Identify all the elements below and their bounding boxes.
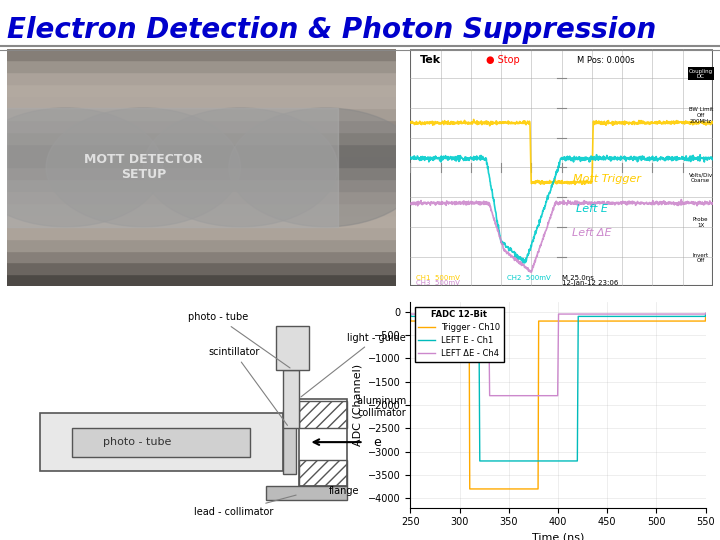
LEFT E - Ch1 [532,458,541,464]
Bar [7,262,396,274]
Text: e: e [374,436,381,449]
LEFT E - Ch1 [475,458,484,464]
LEFT E - Ch1 [457,313,466,320]
Bar [7,191,396,203]
Y-axis label: ADC (Channel): ADC (Channel) [352,364,362,446]
Bar [72,428,251,457]
Text: M 25.0ns: M 25.0ns [562,275,593,281]
Text: flange: flange [329,487,359,496]
X-axis label: Time (ns): Time (ns) [532,533,584,540]
Trigger - Ch10 [406,314,415,321]
LEFT ΔE - Ch4 [519,393,528,399]
LEFT E - Ch1 [701,312,710,318]
Text: Electron Detection & Photon Suppression: Electron Detection & Photon Suppression [7,16,657,44]
Line: LEFT E - Ch1: LEFT E - Ch1 [410,314,706,461]
Bar [7,72,396,84]
Text: Invert
Off: Invert Off [693,253,708,264]
Trigger - Ch10 [440,318,449,325]
Line: Trigger - Ch10: Trigger - Ch10 [410,318,706,489]
Text: photo - tube: photo - tube [188,312,290,368]
LEFT ΔE - Ch4 [457,311,466,318]
LEFT ΔE - Ch4 [532,393,541,399]
LEFT ΔE - Ch4 [485,393,494,399]
Bar [299,402,348,428]
Text: Volts/Div
Coarse: Volts/Div Coarse [688,172,713,183]
Legend: Trigger - Ch10, LEFT E - Ch1, LEFT ΔE - Ch4: Trigger - Ch10, LEFT E - Ch1, LEFT ΔE - … [415,307,504,362]
LEFT ΔE - Ch4 [440,311,449,318]
Text: light - guide: light - guide [301,333,406,397]
Text: CH2  500mV: CH2 500mV [507,275,551,281]
Bar [283,410,296,474]
Text: CH1  500mV: CH1 500mV [416,275,460,281]
Bar [7,179,396,191]
Bar [276,326,309,369]
Text: photo - tube: photo - tube [103,437,171,447]
Bar [7,108,396,120]
Trigger - Ch10 [664,318,672,325]
Text: Coupling
DC: Coupling DC [688,69,713,79]
Text: CH3  500mV: CH3 500mV [416,280,460,286]
Circle shape [46,108,240,227]
Bar [299,399,348,485]
Circle shape [0,108,163,227]
Bar [7,60,396,72]
Bar [7,274,396,286]
LEFT ΔE - Ch4 [406,309,415,316]
Text: ● Stop: ● Stop [486,56,520,65]
Trigger - Ch10 [519,485,528,492]
Text: MOTT DETECTOR
SETUP: MOTT DETECTOR SETUP [84,153,202,181]
Bar [7,251,396,262]
Trigger - Ch10 [532,485,541,492]
Bar [7,49,396,60]
Text: aluminum -
collimator: aluminum - collimator [357,396,413,418]
Text: Tek: Tek [420,56,441,65]
Text: Mott Trigger: Mott Trigger [573,174,641,184]
Circle shape [143,108,338,227]
Text: Probe
1X: Probe 1X [693,217,708,228]
LEFT ΔE - Ch4 [701,310,710,316]
Text: M Pos: 0.000s: M Pos: 0.000s [577,57,634,65]
Bar [7,96,396,108]
Trigger - Ch10 [701,314,710,321]
LEFT E - Ch1 [440,313,449,320]
Bar [40,413,283,471]
Bar [7,120,396,132]
LEFT ΔE - Ch4 [664,311,672,318]
LEFT E - Ch1 [406,311,415,318]
LEFT E - Ch1 [664,313,672,320]
Bar [283,369,299,428]
LEFT E - Ch1 [519,458,528,464]
Bar [7,203,396,215]
Circle shape [229,108,423,227]
LEFT ΔE - Ch4 [696,311,704,318]
Trigger - Ch10 [457,318,466,325]
Bar [7,108,338,227]
Trigger - Ch10 [465,485,474,492]
Line: LEFT ΔE - Ch4: LEFT ΔE - Ch4 [410,313,706,396]
Bar [7,239,396,251]
Bar [7,215,396,227]
Text: Left E: Left E [576,204,608,214]
Bar [266,485,348,500]
Bar [299,460,348,485]
LEFT E - Ch1 [696,313,704,320]
Text: BW Limit
Off
200MHz: BW Limit Off 200MHz [688,107,713,124]
Bar [7,144,396,156]
Text: scintillator: scintillator [208,347,287,426]
Text: 12-Jan-12 23:06: 12-Jan-12 23:06 [562,280,618,286]
Trigger - Ch10 [696,318,704,325]
Text: Left ΔE: Left ΔE [572,228,611,238]
Bar [7,132,396,144]
Bar [7,84,396,96]
Bar [7,156,396,167]
Bar [7,227,396,239]
Bar [7,167,396,179]
Text: lead - collimator: lead - collimator [194,495,296,517]
